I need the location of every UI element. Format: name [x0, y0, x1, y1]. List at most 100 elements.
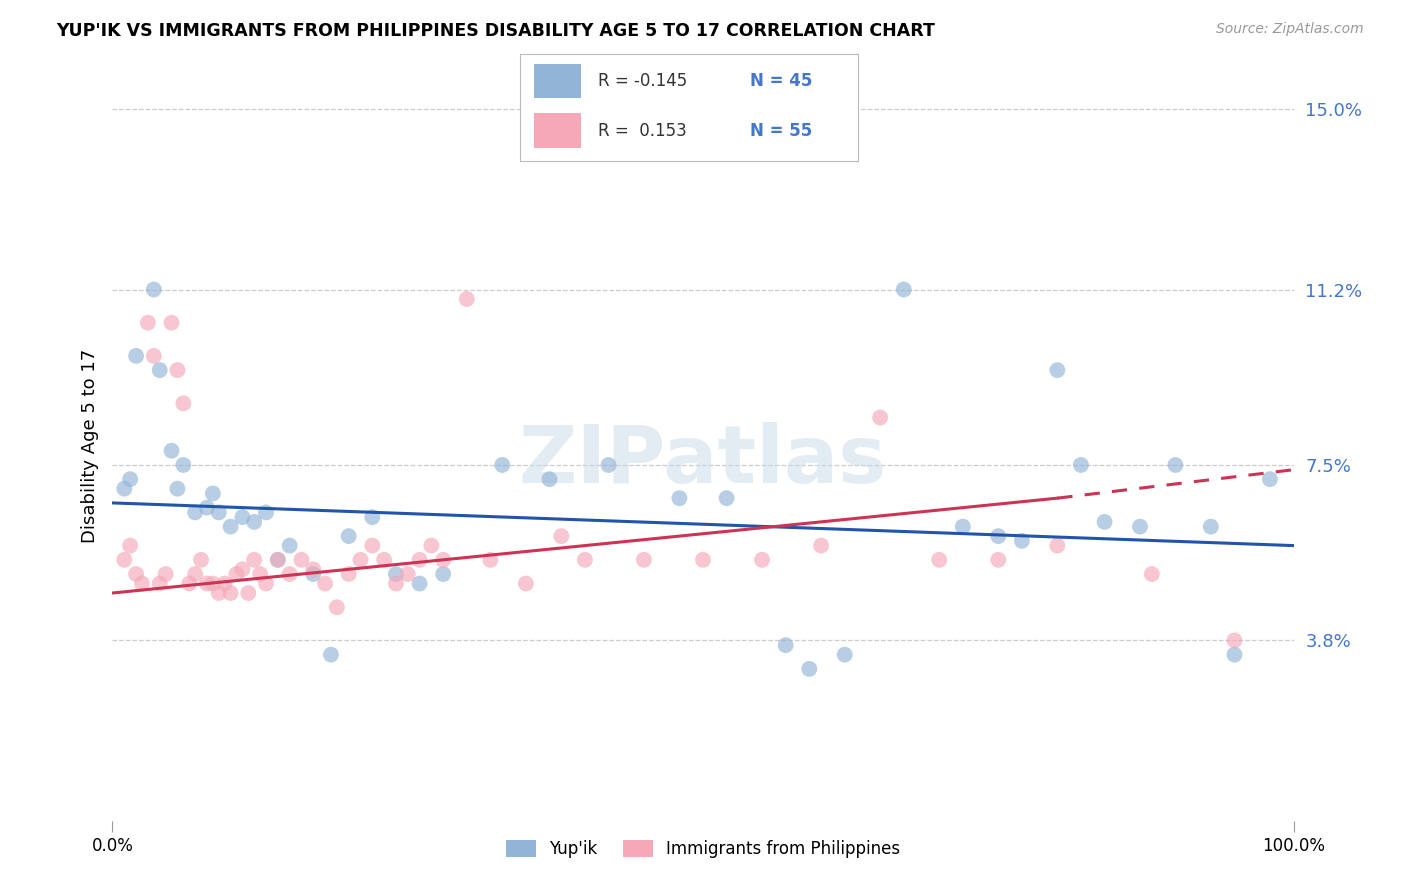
Point — [214, 576, 236, 591]
Point — [1129, 519, 1152, 533]
Point — [149, 363, 172, 377]
Text: Source: ZipAtlas.com: Source: ZipAtlas.com — [1216, 22, 1364, 37]
Point — [1046, 539, 1069, 553]
Point — [952, 519, 974, 533]
Point — [1258, 472, 1281, 486]
Point — [385, 567, 408, 582]
Point — [125, 567, 148, 582]
Point — [172, 396, 194, 410]
Point — [302, 567, 325, 582]
Point — [254, 505, 277, 519]
Point — [179, 576, 201, 591]
Point — [142, 349, 165, 363]
Point — [987, 553, 1010, 567]
Point — [231, 510, 253, 524]
Point — [278, 567, 301, 582]
Point — [243, 515, 266, 529]
Bar — [534, 113, 581, 148]
Legend: Yup'ik, Immigrants from Philippines: Yup'ik, Immigrants from Philippines — [499, 833, 907, 864]
Point — [142, 283, 165, 297]
Point — [408, 553, 430, 567]
Point — [408, 576, 430, 591]
Point — [208, 586, 231, 600]
Point — [184, 567, 207, 582]
Point — [254, 576, 277, 591]
Point — [1223, 633, 1246, 648]
Point — [1070, 458, 1092, 472]
Point — [302, 562, 325, 576]
Point — [598, 458, 620, 472]
Point — [538, 472, 561, 486]
Text: R =  0.153: R = 0.153 — [598, 121, 686, 139]
Text: YUP'IK VS IMMIGRANTS FROM PHILIPPINES DISABILITY AGE 5 TO 17 CORRELATION CHART: YUP'IK VS IMMIGRANTS FROM PHILIPPINES DI… — [56, 22, 935, 40]
Point — [396, 567, 419, 582]
Point — [420, 539, 443, 553]
Point — [479, 553, 502, 567]
Point — [314, 576, 336, 591]
Point — [799, 662, 821, 676]
Point — [456, 292, 478, 306]
Point — [834, 648, 856, 662]
Point — [195, 500, 218, 515]
Point — [574, 553, 596, 567]
Point — [716, 491, 738, 505]
Point — [225, 567, 247, 582]
Point — [149, 576, 172, 591]
Point — [326, 600, 349, 615]
Point — [385, 576, 408, 591]
Point — [987, 529, 1010, 543]
Point — [668, 491, 690, 505]
Point — [692, 553, 714, 567]
Point — [349, 553, 371, 567]
Point — [166, 363, 188, 377]
Point — [243, 553, 266, 567]
Point — [267, 553, 290, 567]
Point — [112, 553, 135, 567]
Point — [125, 349, 148, 363]
Point — [249, 567, 271, 582]
Point — [1223, 648, 1246, 662]
Point — [1011, 533, 1033, 548]
Point — [751, 553, 773, 567]
Point — [112, 482, 135, 496]
Point — [1199, 519, 1222, 533]
Point — [208, 505, 231, 519]
Point — [160, 316, 183, 330]
Text: N = 45: N = 45 — [749, 72, 813, 90]
Point — [267, 553, 290, 567]
Point — [120, 539, 142, 553]
Point — [337, 529, 360, 543]
Point — [928, 553, 950, 567]
Point — [337, 567, 360, 582]
Text: R = -0.145: R = -0.145 — [598, 72, 688, 90]
Bar — [534, 64, 581, 98]
Point — [775, 638, 797, 652]
Point — [1094, 515, 1116, 529]
Point — [201, 576, 224, 591]
Point — [131, 576, 153, 591]
Point — [190, 553, 212, 567]
Y-axis label: Disability Age 5 to 17: Disability Age 5 to 17 — [80, 349, 98, 543]
Point — [136, 316, 159, 330]
Point — [361, 510, 384, 524]
Point — [195, 576, 218, 591]
Point — [893, 283, 915, 297]
Point — [155, 567, 177, 582]
Point — [373, 553, 395, 567]
Point — [160, 443, 183, 458]
Point — [432, 567, 454, 582]
Point — [184, 505, 207, 519]
Point — [515, 576, 537, 591]
Point — [869, 410, 891, 425]
Point — [219, 586, 242, 600]
Point — [231, 562, 253, 576]
Point — [550, 529, 572, 543]
Point — [120, 472, 142, 486]
Point — [238, 586, 260, 600]
Point — [278, 539, 301, 553]
Point — [319, 648, 342, 662]
Point — [290, 553, 312, 567]
Point — [201, 486, 224, 500]
Point — [491, 458, 513, 472]
Point — [1140, 567, 1163, 582]
